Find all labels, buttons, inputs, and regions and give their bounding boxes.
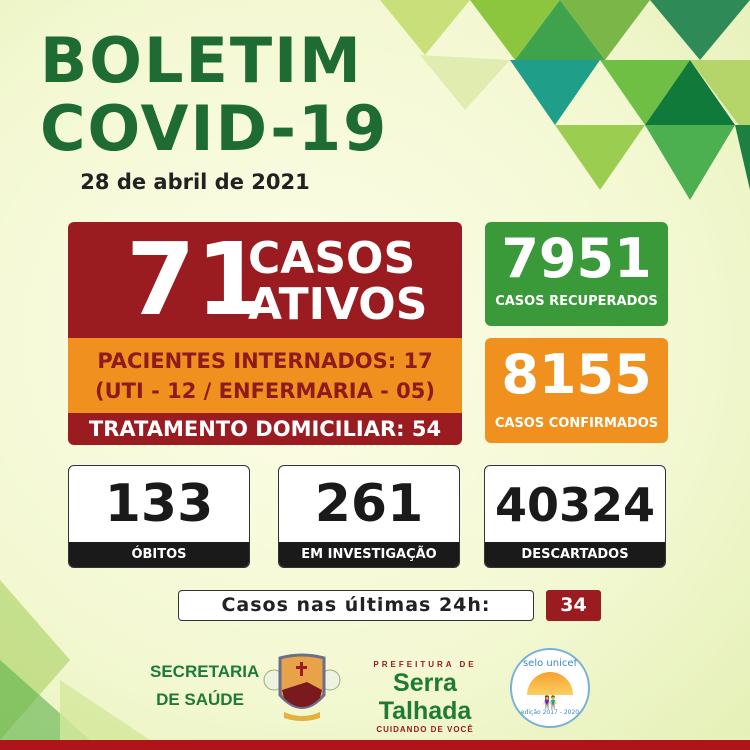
unicef-seal: selo unicef 👫 edição 2017 - 2020 (510, 648, 590, 728)
recovered-label: CASOS RECUPERADOS (495, 294, 658, 309)
hospitalized-count: PACIENTES INTERNADOS: 17 (97, 349, 433, 373)
active-cases-panel: 71 CASOS ATIVOS PACIENTES INTERNADOS: 17… (68, 222, 462, 445)
prefeitura-logo: PREFEITURA DE Serra Talhada CUIDANDO DE … (355, 660, 495, 734)
label-ativos: ATIVOS (248, 279, 428, 330)
confirmed-panel: 8155 CASOS CONFIRMADOS (485, 338, 668, 443)
last-24h-value: 34 (546, 590, 601, 621)
discarded-card: 40324 DESCARTADOS (484, 465, 666, 568)
active-cases-label: CASOS ATIVOS (248, 236, 427, 328)
investigation-label: EM INVESTIGAÇÃO (279, 542, 459, 567)
investigation-value: 261 (314, 474, 424, 534)
recovered-panel: 7951 CASOS RECUPERADOS (485, 222, 668, 326)
discarded-label: DESCARTADOS (485, 542, 665, 567)
hospitalized-panel: PACIENTES INTERNADOS: 17 (UTI - 12 / ENF… (68, 338, 462, 413)
unicef-top: selo unicef (522, 658, 578, 669)
bulletin-date: 28 de abril de 2021 (80, 170, 310, 194)
deaths-value: 133 (104, 474, 214, 534)
home-treatment: TRATAMENTO DOMICILIAR: 54 (88, 417, 442, 441)
hospitalized-detail: (UTI - 12 / ENFERMARIA - 05) (95, 379, 435, 403)
children-icon: 👫 (542, 695, 558, 709)
secretaria-line2: DE SAÚDE (156, 690, 244, 709)
bottom-bar (0, 740, 750, 750)
decorative-triangles-left (0, 580, 150, 740)
title-covid: COVID-19 (40, 92, 389, 165)
secretaria-line1: SECRETARIA (150, 662, 260, 681)
label-casos: CASOS (248, 233, 416, 284)
deaths-card: 133 ÓBITOS (68, 465, 250, 568)
unicef-bottom: edição 2017 - 2020 (520, 709, 580, 716)
secretaria-saude-logo: SECRETARIA DE SAÚDE (150, 658, 260, 714)
discarded-value: 40324 (494, 478, 656, 532)
last-24h-label: Casos nas últimas 24h: (178, 590, 534, 621)
prefeitura-name: Serra Talhada (378, 669, 472, 725)
prefeitura-slogan: CUIDANDO DE VOCÊ (376, 725, 474, 734)
title-boletim: BOLETIM (40, 24, 363, 97)
deaths-label: ÓBITOS (69, 542, 249, 567)
confirmed-label: CASOS CONFIRMADOS (494, 416, 659, 431)
decorative-triangles (380, 0, 750, 200)
recovered-value: 7951 (501, 227, 652, 290)
prefeitura-top: PREFEITURA DE (373, 660, 477, 669)
active-cases-value: 71 (126, 222, 266, 338)
coat-of-arms-icon (263, 653, 341, 721)
confirmed-value: 8155 (501, 343, 652, 406)
sun-icon (527, 672, 573, 695)
investigation-card: 261 EM INVESTIGAÇÃO (278, 465, 460, 568)
